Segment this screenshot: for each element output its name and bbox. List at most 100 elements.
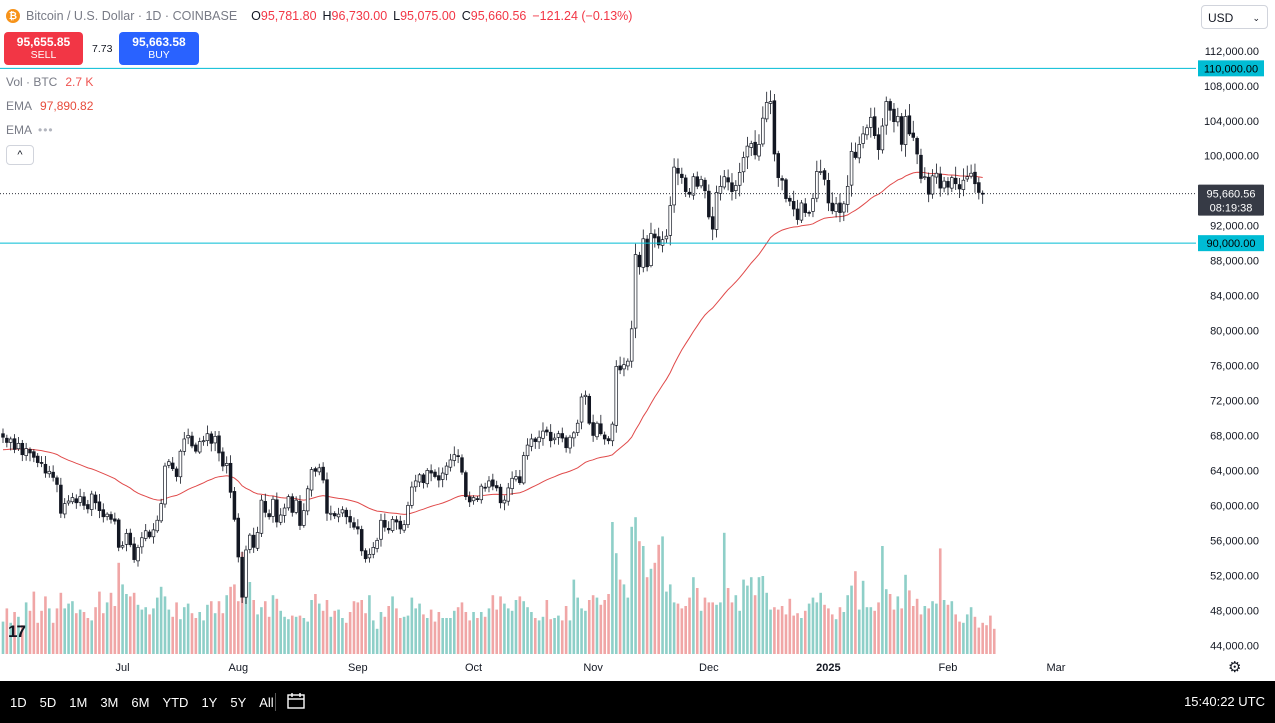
candle [290, 493, 295, 517]
candle [232, 486, 237, 522]
candle-body [479, 485, 484, 501]
candle-body [618, 365, 622, 371]
candle [437, 467, 441, 488]
volume-bar [576, 597, 579, 654]
candle-body [749, 143, 754, 148]
candle [807, 210, 811, 217]
candle [930, 169, 935, 199]
tradingview-logo[interactable]: 17 [8, 622, 26, 641]
candle [788, 195, 792, 207]
volume-bar [391, 596, 394, 654]
candle [51, 465, 55, 482]
volume-bar [715, 604, 718, 654]
volume-bar [935, 603, 938, 654]
ema-indicator-legend-2[interactable]: EMA ••• [6, 123, 54, 137]
volume-bar [896, 596, 900, 654]
volume-bar [753, 595, 757, 654]
candle [888, 98, 892, 121]
volume-bar [78, 609, 82, 654]
utc-clock[interactable]: 15:40:22 UTC [1184, 694, 1265, 709]
volume-bar [410, 597, 414, 654]
volume-bar [962, 622, 965, 654]
candle [132, 537, 136, 563]
candle [448, 453, 453, 472]
horizontal-lines-layer: 110,000.00 90,000.00 [0, 60, 1264, 252]
sell-button[interactable]: 95,655.85 SELL [4, 32, 83, 65]
symbol-name[interactable]: Bitcoin / U.S. Dollar · 1D · COINBASE [26, 9, 238, 23]
candle-body [757, 144, 761, 157]
volume-bar [236, 601, 240, 654]
candle [710, 206, 715, 241]
candle [398, 515, 403, 534]
candle [730, 173, 734, 201]
volume-bar [657, 544, 660, 654]
volume-bar [919, 614, 923, 654]
candle-body [440, 472, 445, 480]
candle [109, 511, 113, 524]
price-chart[interactable]: 110,000.00 90,000.00 112,000.00 108,000.00… [0, 0, 1275, 681]
range-1m[interactable]: 1M [69, 694, 88, 710]
volume-bar [892, 609, 896, 654]
price-tick-label: 56,000.00 [1210, 535, 1259, 547]
candle [907, 104, 912, 137]
candle-body [899, 116, 904, 145]
volume-indicator-legend[interactable]: Vol · BTC 2.7 K [6, 75, 94, 89]
range-1d[interactable]: 1D [10, 694, 27, 710]
volume-bar [414, 608, 417, 654]
volume-bar [402, 616, 406, 654]
candle [255, 526, 260, 552]
volume-bar [564, 606, 568, 654]
candle [757, 134, 761, 161]
candle-body [579, 396, 584, 423]
candle [460, 454, 464, 475]
volume-bar [487, 608, 491, 654]
price-tick-label: 68,000.00 [1210, 430, 1259, 442]
volume-bar [522, 601, 525, 654]
volume-bar [360, 600, 364, 654]
candle [433, 469, 437, 479]
candle [950, 175, 954, 193]
volume-bar [17, 616, 20, 654]
candle-body [263, 501, 268, 513]
candle-body [645, 238, 649, 268]
price-tick-label: 92,000.00 [1210, 221, 1259, 233]
candle-body [367, 553, 372, 559]
chart-area[interactable]: 110,000.00 90,000.00 112,000.00 108,000.00… [0, 0, 1275, 681]
range-all[interactable]: All [259, 694, 274, 710]
candle [872, 107, 877, 139]
candle [267, 509, 271, 520]
candle-body [140, 537, 144, 548]
candle-body [973, 171, 977, 185]
candle-body [606, 438, 611, 442]
collapse-legend-button[interactable]: ^ [6, 145, 34, 165]
time-tick-label: Aug [228, 662, 248, 674]
candle-body [575, 422, 580, 433]
ohlc-change: −121.24 (−0.13%) [532, 9, 633, 23]
candle-body [653, 233, 657, 239]
candle-body [637, 254, 642, 268]
candle [676, 158, 680, 186]
date-range-icon[interactable] [287, 693, 305, 709]
candle-body [903, 116, 908, 145]
volume-bar [398, 618, 402, 654]
volume-bar [483, 616, 487, 654]
range-3m[interactable]: 3M [100, 694, 119, 710]
candle-body [772, 100, 777, 155]
candle-body [32, 451, 36, 458]
range-ytd[interactable]: YTD [162, 694, 189, 710]
ema-indicator-legend[interactable]: EMA 97,890.82 [6, 99, 94, 113]
range-5y[interactable]: 5Y [230, 694, 247, 710]
candle [703, 177, 707, 199]
volume-bar [518, 596, 522, 654]
candle [772, 94, 777, 162]
volume-bar [857, 609, 861, 654]
range-6m[interactable]: 6M [131, 694, 150, 710]
buy-button[interactable]: 95,663.58 BUY [119, 32, 199, 65]
currency-select[interactable]: USD ⌄ [1201, 5, 1268, 29]
range-1y[interactable]: 1Y [201, 694, 218, 710]
candle-body [379, 519, 383, 540]
candle-body [406, 505, 410, 526]
gear-icon[interactable]: ⚙ [1228, 659, 1242, 676]
candle [236, 513, 241, 563]
range-5d[interactable]: 5D [39, 694, 57, 710]
